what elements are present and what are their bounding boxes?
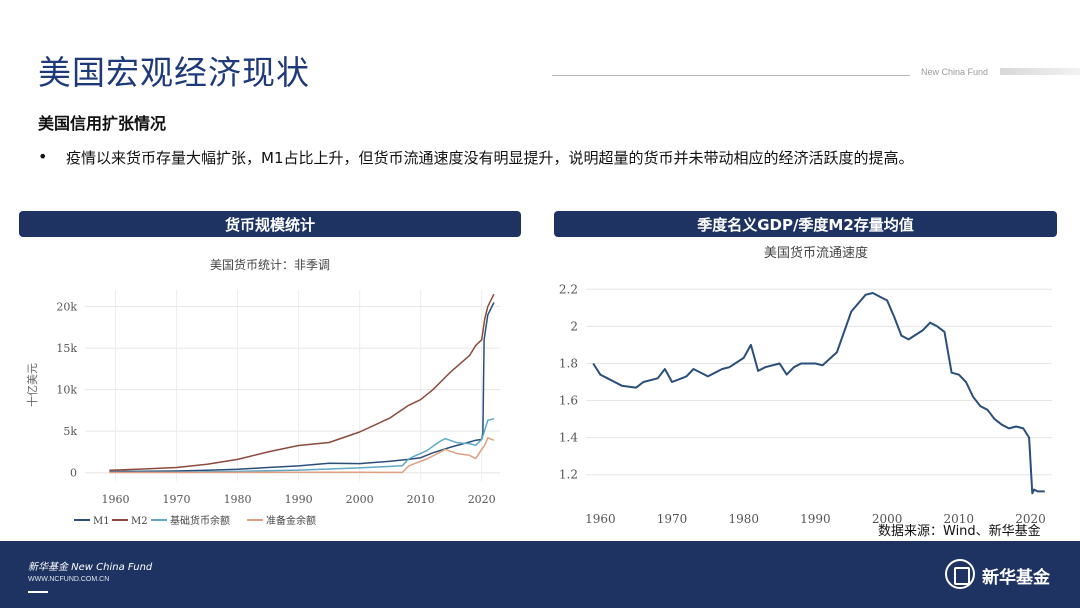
y-tick-label: 1.4 xyxy=(559,431,578,445)
logo-icon xyxy=(945,559,975,589)
series-line xyxy=(592,292,1045,495)
chart-title: 美国货币流通速度 xyxy=(764,245,868,261)
velocity-chart: 美国货币流通速度 1.2 1.4 1.6 1.8 2 2.2 1960 1970 1980 199… xyxy=(559,245,1052,526)
bullet-text: 疫情以来货币存量大幅扩张，M1占比上升，但货币流通速度没有明显提升，说明超量的货… xyxy=(66,149,914,167)
x-tick-label: 2010 xyxy=(944,512,975,526)
y-axis-label: 十亿美元 xyxy=(25,363,39,407)
y-tick-label: 10k xyxy=(56,384,77,397)
x-tick-label: 2000 xyxy=(346,493,374,506)
y-tick-label: 1.2 xyxy=(559,468,578,482)
bullet-dot: • xyxy=(38,147,48,166)
legend-label: 基础货币余额 xyxy=(170,514,230,527)
x-tick-label: 1960 xyxy=(102,493,130,506)
y-tick-label: 20k xyxy=(56,301,77,314)
page-title: 美国宏观经济现状 xyxy=(38,53,310,92)
footer-brand: 新华基金 New China Fund xyxy=(28,562,153,573)
y-tick-label: 2 xyxy=(570,319,578,333)
money-supply-chart: 美国货币统计：非季调 十亿美元 0 5k 10k 15k 20k 1960 1970 1980… xyxy=(25,257,500,527)
x-tick-label: 2000 xyxy=(872,512,903,526)
x-tick-label: 1990 xyxy=(800,512,831,526)
x-tick-label: 1970 xyxy=(657,512,688,526)
chart-title: 美国货币统计：非季调 xyxy=(210,257,330,272)
series-line xyxy=(109,437,495,474)
legend-label: 准备金余额 xyxy=(266,514,316,527)
y-tick-label: 1.8 xyxy=(559,356,578,370)
x-tick-label: 1970 xyxy=(163,493,191,506)
data-source: 数据来源：Wind、新华基金 xyxy=(878,524,1041,539)
right-panel-title: 季度名义GDP/季度M2存量均值 xyxy=(554,211,1057,237)
y-tick-label: 2.2 xyxy=(559,282,578,296)
x-tick-label: 1980 xyxy=(728,512,759,526)
x-tick-label: 1990 xyxy=(285,493,313,506)
header-divider xyxy=(552,75,910,76)
footer: 新华基金 New China Fund WWW.NCFUND.COM.CN 新华… xyxy=(0,541,1080,608)
x-tick-label: 1980 xyxy=(224,493,252,506)
y-tick-label: 15k xyxy=(56,342,77,355)
series-line xyxy=(109,417,495,474)
legend-label: M2 xyxy=(131,516,148,527)
x-tick-label: 2020 xyxy=(1015,512,1046,526)
y-tick-label: 1.6 xyxy=(559,394,578,408)
footer-url: WWW.NCFUND.COM.CN xyxy=(28,576,110,583)
series-line xyxy=(109,293,495,472)
y-tick-label: 0 xyxy=(70,467,77,480)
x-tick-label: 1960 xyxy=(585,512,616,526)
legend-label: M1 xyxy=(93,516,110,527)
left-panel-title: 货币规模统计 xyxy=(19,211,521,237)
header-accent-bar xyxy=(1000,68,1080,75)
x-tick-label: 2010 xyxy=(407,493,435,506)
logo-text: 新华基金 xyxy=(982,568,1050,588)
header-brand: New China Fund xyxy=(921,67,989,77)
x-tick-label: 2020 xyxy=(468,493,496,506)
section-subtitle: 美国信用扩张情况 xyxy=(38,114,167,133)
y-tick-label: 5k xyxy=(63,425,77,438)
footer-divider xyxy=(28,591,48,593)
